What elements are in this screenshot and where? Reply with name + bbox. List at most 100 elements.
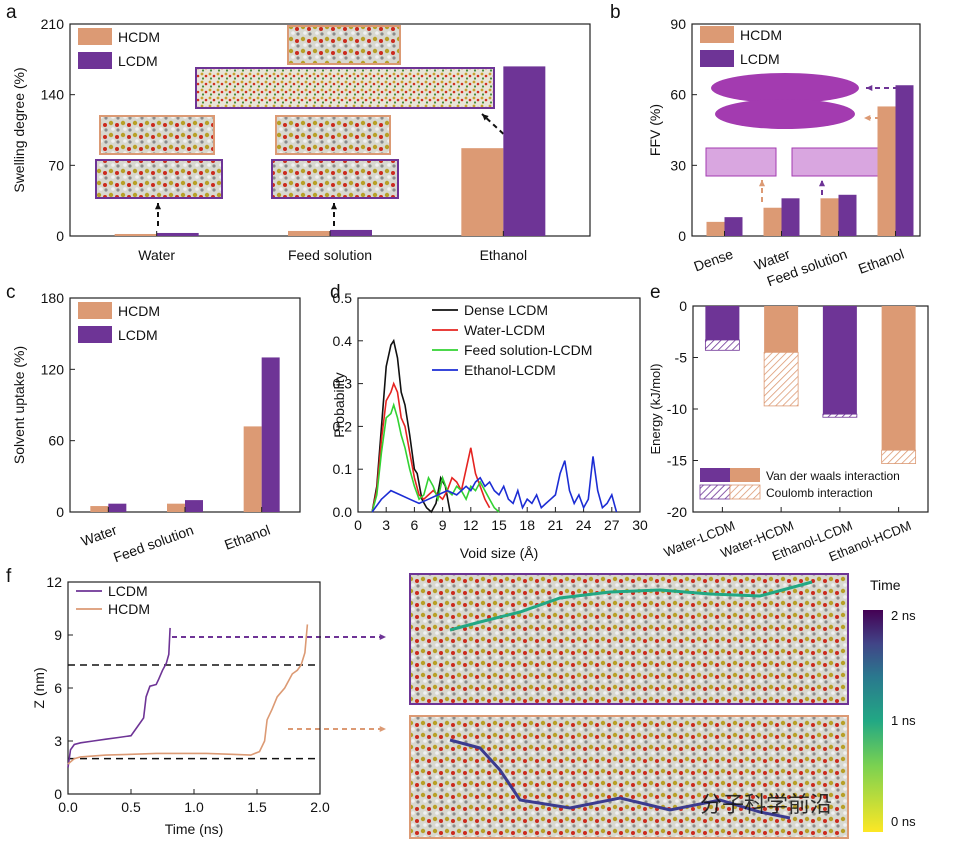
panel-f-ytick-label: 0 [54,786,62,802]
panel-b-legend-swatch-lcdm [700,50,734,67]
arrow-ffv-hcdm-head [864,114,871,122]
panel-d-series-feed-solution-lcdm [371,402,500,513]
panel-e-ytick-label: 0 [679,298,687,314]
panel-f-xtick-label: 0.5 [121,799,141,815]
panel-a-legend-swatch-hcdm [78,28,112,45]
panel-c-bar-lcdm-1 [185,500,203,512]
panel-d-legend-label: Dense LCDM [464,302,548,318]
panel-d-ytick-label: 0.3 [333,376,353,392]
snapshot-ethanol-hcdm [287,25,401,65]
panel-b-bar-lcdm-1 [781,198,800,236]
panel-e-ylabel: Energy (kJ/mol) [648,363,663,454]
panel-f-series-lcdm [67,627,171,768]
panel-label-f: f [6,566,12,587]
panel-b-bar-lcdm-3 [895,85,914,236]
arrow-ethanol-snapshot [481,113,511,141]
panel-c-ytick-label: 180 [41,290,65,306]
panel-b-legend-swatch-hcdm [700,26,734,43]
arrow-ffv-dense-head [758,180,766,187]
panel-f-xtick-label: 1.5 [247,799,267,815]
panel-e-bar-coulomb-0 [704,339,740,351]
panel-d-xtick-label: 18 [519,517,535,533]
panel-d-legend-label: Feed solution-LCDM [464,342,592,358]
panel-b-bar-lcdm-2 [838,194,857,236]
panel-e-ytick-label: -5 [675,350,688,366]
panel-a-bar-hcdm-1 [288,230,330,236]
panel-a-legend-label: LCDM [118,53,158,69]
panel-f-xtick-label: 2.0 [310,799,330,815]
panel-c-xtick-label: Ethanol [222,522,272,553]
panel-a-bar-lcdm-1 [330,229,372,236]
panel-f-legend-label: LCDM [108,583,148,599]
panel-label-e: e [650,282,661,303]
panel-d-series-dense-lcdm [371,338,451,514]
panel-b-ylabel: FFV (%) [647,104,663,156]
panel-a-xtick-label: Feed solution [288,247,372,263]
panel-f-ylabel: Z (nm) [31,667,47,708]
trajectory-snapshot-lcdm [409,573,849,705]
panel-b-ytick-label: 0 [678,228,686,244]
ffv-water-box [791,147,879,177]
panel-label-a: a [6,2,17,23]
panel-d-ytick-label: 0.1 [333,461,353,477]
panel-e-bar-vdw-3 [881,306,916,451]
panel-e-legend-swatch-vdw-lcdm [700,468,730,482]
ffv-dense-box [705,147,777,177]
panel-b-xtick-label: Ethanol [856,246,906,277]
panel-e-legend-label: Van der waals interaction [766,469,900,483]
panel-d-xtick-label: 9 [439,517,447,533]
panel-c-bar-lcdm-2 [261,357,280,512]
panel-b-ytick-label: 90 [670,16,686,32]
panel-a-bar-lcdm-0 [156,232,199,236]
panel-d-ylabel: Probability [331,372,347,437]
arrow-ffv-lcdm-head [866,84,873,92]
panel-c-bar-hcdm-0 [90,506,109,512]
panel-e-bar-coulomb-1 [763,351,799,407]
panel-b-legend-label: HCDM [740,27,782,43]
panel-d-ytick-label: 0.0 [333,504,353,520]
panel-e-bar-vdw-2 [822,306,857,415]
trajectory-snapshot-hcdm [409,715,849,839]
panel-c-ytick-label: 120 [41,361,65,377]
panel-d-xlabel: Void size (Å) [460,545,539,561]
panel-b-ytick-label: 60 [670,87,686,103]
panel-d-legend-label: Water-LCDM [464,322,545,338]
arrow-ethanol-snapshot-head [482,114,489,121]
ffv-blob-lcdm [711,73,859,103]
panel-d-xtick-label: 0 [354,517,362,533]
panel-f-ytick-label: 6 [54,680,62,696]
panel-d-xtick-label: 27 [604,517,620,533]
panel-f-ytick-label: 3 [54,733,62,749]
panel-b-bar-hcdm-1 [763,207,782,236]
panel-c-legend-label: HCDM [118,303,160,319]
panel-d-ytick-label: 0.5 [333,290,353,306]
colorbar-label-top: 2 ns [891,608,916,623]
panel-a-bar-lcdm-2 [503,66,546,237]
panel-label-b: b [610,2,621,23]
panel-a-legend-swatch-lcdm [78,52,112,69]
panel-f-xlabel: Time (ns) [165,821,224,837]
snapshot-water-hcdm [99,115,215,155]
panel-c-legend-swatch-lcdm [78,326,112,343]
panel-d-xtick-label: 15 [491,517,507,533]
panel-d-xtick-label: 21 [548,517,564,533]
panel-e-bar-vdw-0 [705,306,740,340]
panel-a-ytick-label: 0 [56,228,64,244]
panel-a-chart: 0 70 140 210 Water Feed solution Ethanol Swelli… [11,16,591,263]
arrow-water-snapshot-head [154,203,162,210]
panel-a-ytick-label: 210 [41,16,65,32]
panel-f-legend-label: HCDM [108,601,150,617]
colorbar-label-mid: 1 ns [891,713,916,728]
panel-b-ytick-label: 30 [670,157,686,173]
panel-c-legend-label: LCDM [118,327,158,343]
panel-d-xtick-label: 12 [463,517,479,533]
panel-a-bar-hcdm-0 [114,233,157,236]
panel-e-ytick-label: -20 [667,504,687,520]
arrow-ffv-water-head [818,180,826,187]
panel-d-xtick-label: 30 [632,517,648,533]
panel-d-series-ethanol-lcdm [371,456,618,513]
ffv-blob-hcdm [715,99,855,129]
snapshot-feed-lcdm [271,159,399,199]
snapshot-water-lcdm [95,159,223,199]
panel-a-xtick-label: Ethanol [480,247,527,263]
